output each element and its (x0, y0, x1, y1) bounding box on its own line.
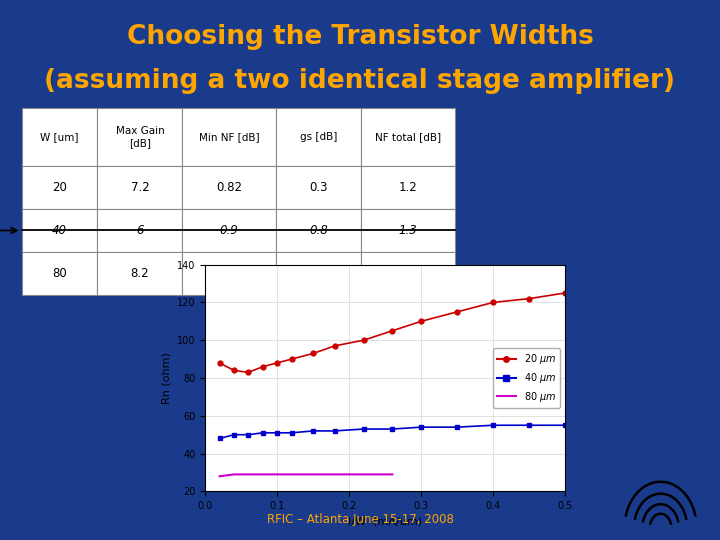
Bar (276, 108, 361, 166)
Bar (276, 209, 361, 252)
Bar (361, 209, 454, 252)
Y-axis label: Rn (ohm): Rn (ohm) (161, 352, 171, 404)
Bar (361, 252, 454, 295)
Bar (97, 209, 182, 252)
Bar (276, 166, 361, 209)
Bar (182, 209, 276, 252)
Text: gs [dB]: gs [dB] (300, 132, 337, 142)
Bar (22, 166, 97, 209)
Legend: 20 $\mu m$, 40 $\mu m$, 80 $\mu m$: 20 $\mu m$, 40 $\mu m$, 80 $\mu m$ (492, 348, 560, 408)
Bar (22, 252, 97, 295)
Bar (361, 108, 454, 166)
Text: (assuming a two identical stage amplifier): (assuming a two identical stage amplifie… (45, 68, 675, 93)
Text: 0.3: 0.3 (309, 181, 328, 194)
Text: 8.2: 8.2 (130, 267, 149, 280)
Text: Max Gain
[dB]: Max Gain [dB] (115, 126, 164, 148)
Bar (22, 108, 97, 166)
Bar (97, 108, 182, 166)
Text: 0.8: 0.8 (309, 224, 328, 237)
Bar (182, 108, 276, 166)
Text: 0.9: 0.9 (220, 224, 238, 237)
Bar (361, 166, 454, 209)
Text: 80: 80 (52, 267, 67, 280)
Bar (182, 166, 276, 209)
Text: 0.82: 0.82 (216, 181, 242, 194)
Text: RFIC – Atlanta June 15-17, 2008: RFIC – Atlanta June 15-17, 2008 (266, 514, 454, 526)
Text: 7.2: 7.2 (130, 181, 149, 194)
Bar (97, 252, 182, 295)
Text: 1: 1 (225, 267, 233, 280)
Text: Choosing the Transistor Widths: Choosing the Transistor Widths (127, 24, 593, 50)
Bar (182, 252, 276, 295)
Text: 1.3: 1.3 (398, 224, 417, 237)
Text: 6: 6 (136, 224, 144, 237)
Text: 1.6: 1.6 (398, 267, 417, 280)
Bar (276, 252, 361, 295)
Text: NF total [dB]: NF total [dB] (374, 132, 441, 142)
Text: W [um]: W [um] (40, 132, 78, 142)
Text: 1.2: 1.2 (398, 181, 417, 194)
X-axis label: I/W  (mA/um): I/W (mA/um) (348, 517, 422, 526)
Bar (97, 166, 182, 209)
Text: Min NF [dB]: Min NF [dB] (199, 132, 259, 142)
Bar (22, 209, 97, 252)
Text: 40: 40 (52, 224, 67, 237)
Text: 1.44: 1.44 (305, 267, 332, 280)
Text: 20: 20 (52, 181, 67, 194)
